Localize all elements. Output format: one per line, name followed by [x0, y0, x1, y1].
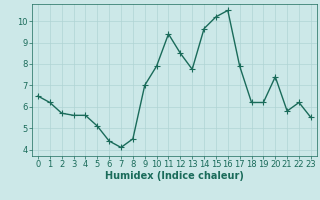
X-axis label: Humidex (Indice chaleur): Humidex (Indice chaleur) [105, 171, 244, 181]
